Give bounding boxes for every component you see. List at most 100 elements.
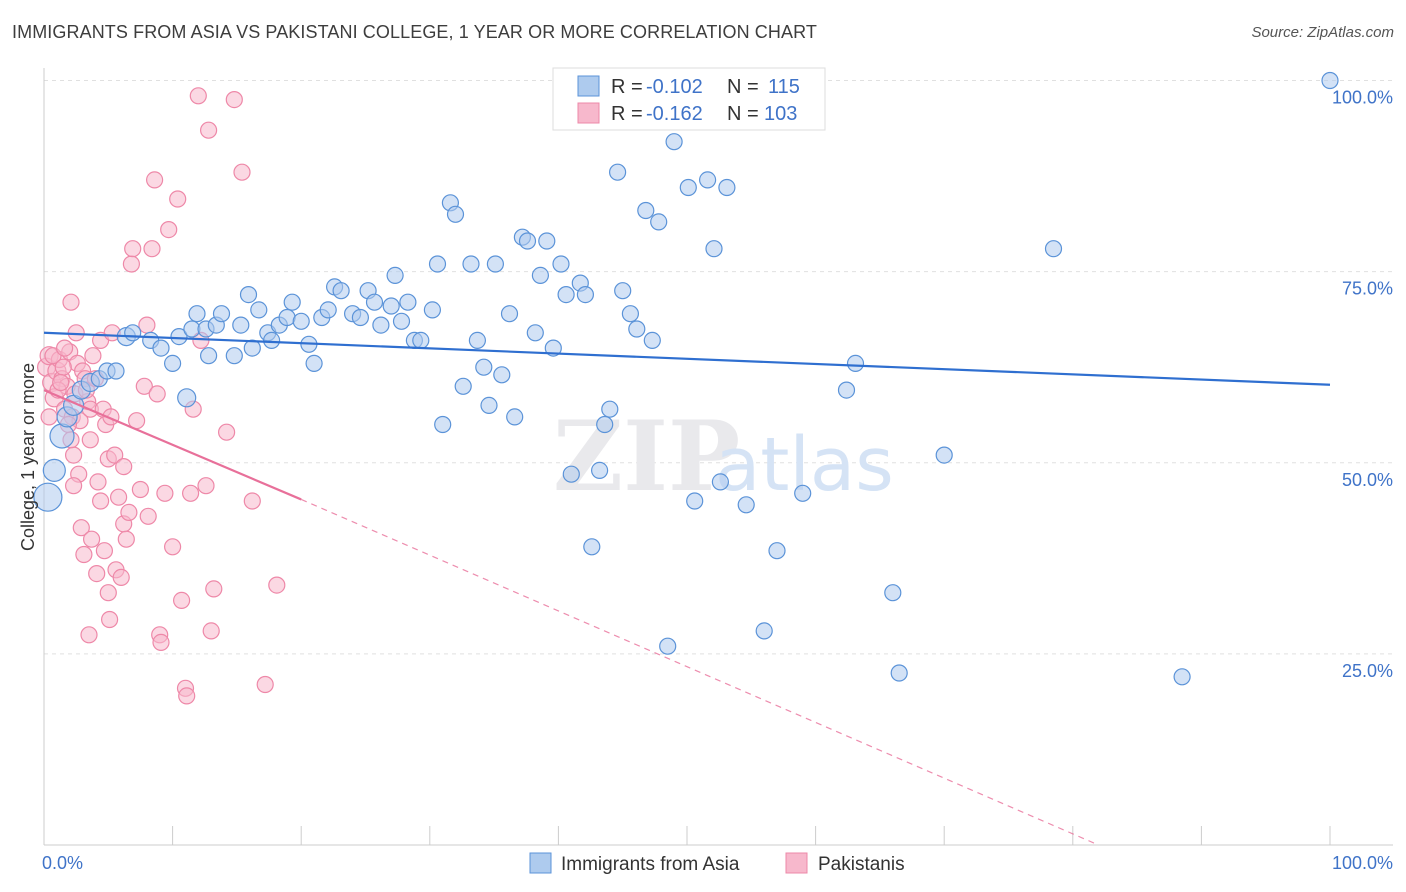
asia-point-23 [225,347,243,365]
legend-swatch-pak [577,102,600,124]
asia-point-71 [552,255,570,273]
asia-point-101 [884,584,902,602]
bottom-legend-asia: Immigrants from Asia [561,854,740,875]
chart-title: IMMIGRANTS FROM ASIA VS PAKISTANI COLLEG… [12,22,817,42]
asia-point-105 [1173,668,1191,686]
asia-point-90 [686,492,704,510]
asia-point-35 [305,354,323,372]
asia-point-97 [768,542,786,560]
pak-point-32 [84,347,102,365]
pak-point-42 [109,488,128,506]
asia-point-103 [935,446,953,464]
bottom-legend-swatch-asia [529,852,552,874]
asia-point-39 [332,282,350,300]
asia-point-31 [278,308,296,327]
asia-point-51 [423,301,441,319]
asia-point-75 [576,286,595,304]
asia-point-77 [590,461,609,479]
pak-point-76 [233,163,251,181]
asia-point-18 [188,305,206,323]
legend-pak-r-value: -0.162 [646,103,703,125]
y-tick-label-100: 100.0% [1332,88,1393,108]
asia-point-58 [468,331,486,349]
asia-point-62 [493,366,511,384]
pak-point-25 [55,339,74,357]
asia-point-92 [705,240,723,258]
pak-point-62 [169,190,187,208]
y-tick-label-25: 25.0% [1342,661,1393,681]
asia-point-98 [794,484,812,502]
asia-point-48 [399,293,417,311]
pak-point-84 [82,530,101,548]
pak-trend-extension [300,498,1099,846]
asia-point-15 [170,328,188,346]
asia-point-45 [382,297,400,315]
asia-point-73 [562,465,580,483]
pak-point-78 [256,675,274,694]
pak-point-18 [40,408,58,426]
pak-point-73 [205,580,223,598]
asia-point-85 [643,331,661,349]
asia-points [33,71,1339,686]
asia-point-13 [152,339,170,357]
asia-point-37 [319,301,337,319]
pak-point-65 [178,687,196,705]
legend-asia-n-value: 115 [768,76,800,98]
asia-point-57 [462,255,480,273]
asia-point-84 [637,201,655,220]
x-tick-label-max: 100.0% [1332,853,1393,873]
asia-point-9 [107,362,125,380]
asia-point-78 [596,415,614,434]
asia-point-55 [446,205,465,223]
pak-point-74 [218,423,236,441]
pak-point-86 [91,492,110,510]
pak-point-91 [115,458,133,476]
asia-point-61 [486,255,504,273]
pak-point-21 [54,358,72,376]
pak-point-87 [95,542,114,560]
asia-point-69 [538,232,556,250]
legend-pak-n-label: N = [727,103,759,125]
asia-point-93 [711,473,730,491]
asia-point-52 [428,255,447,273]
pak-point-81 [64,477,83,495]
bottom-legend: Immigrants from Asia Pakistanis [529,852,905,875]
asia-point-89 [679,178,697,197]
asia-point-59 [475,358,493,376]
asia-point-95 [737,496,755,514]
pak-point-82 [75,545,93,564]
pak-point-48 [124,240,142,258]
legend-asia-r-value: -0.102 [646,76,703,98]
asia-point-46 [386,266,404,284]
asia-point-88 [665,133,683,151]
asia-point-1 [42,458,66,482]
pak-point-66 [182,484,200,502]
asia-point-32 [283,293,301,311]
pak-point-56 [148,385,166,403]
pak-point-29 [72,519,90,537]
asia-point-87 [659,637,677,655]
asia-point-96 [755,622,773,640]
asia-point-94 [718,178,736,197]
pak-point-45 [117,530,135,548]
chart-source: Source: ZipAtlas.com [1251,24,1394,41]
pak-point-68 [189,87,207,105]
asia-point-27 [250,301,268,319]
asia-point-0 [33,482,63,512]
pak-point-27 [62,293,80,311]
asia-point-72 [557,286,575,304]
y-axis-tick-labels: 25.0% 50.0% 75.0% 100.0% [1332,88,1393,681]
asia-point-81 [614,282,632,300]
pak-point-63 [173,591,191,610]
pak-point-60 [160,221,178,239]
asia-point-68 [531,266,550,284]
asia-point-44 [372,316,390,334]
asia-point-66 [518,232,537,250]
legend-asia-r-label: R = [611,76,643,98]
asia-trend-line [43,331,1331,386]
bottom-legend-swatch-pak [785,852,808,874]
asia-point-41 [351,308,369,327]
asia-point-80 [608,163,627,181]
pak-point-52 [138,316,156,334]
